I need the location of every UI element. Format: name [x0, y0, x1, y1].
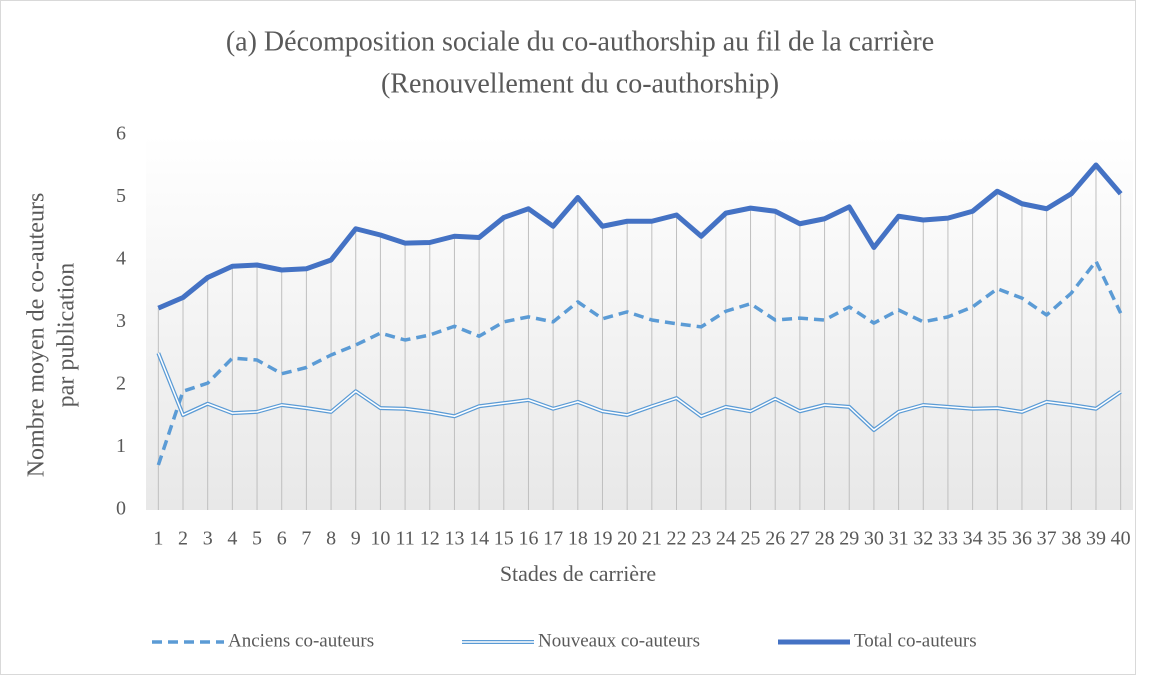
x-tick-label: 6	[277, 528, 287, 550]
x-tick-label: 9	[351, 528, 361, 550]
y-axis-label: par publication	[54, 263, 80, 408]
x-tick-label: 5	[252, 528, 262, 550]
legend-label: Total co-auteurs	[854, 630, 977, 651]
chart-subtitle: (Renouvellement du co-authorship)	[381, 68, 779, 99]
x-tick-label: 27	[790, 528, 810, 550]
x-tick-label: 38	[1061, 528, 1081, 550]
series-line	[156, 259, 1123, 466]
legend-label: Nouveaux co-auteurs	[538, 630, 700, 651]
y-tick-label: 2	[116, 373, 126, 395]
x-tick-label: 13	[444, 528, 464, 550]
series-line-inner	[157, 352, 1122, 431]
y-tick-label: 1	[116, 435, 126, 457]
x-tick-label: 31	[889, 528, 909, 550]
legend-label: Anciens co-auteurs	[228, 630, 374, 651]
x-tick-label: 34	[963, 528, 983, 550]
x-tick-label: 35	[987, 528, 1007, 550]
x-tick-label: 39	[1086, 528, 1106, 550]
x-tick-label: 28	[815, 528, 835, 550]
chart-title: (a) Décomposition sociale du co-authorsh…	[226, 26, 934, 57]
x-tick-label: 25	[741, 528, 761, 550]
x-tick-label: 14	[469, 528, 489, 550]
x-tick-label: 20	[617, 528, 637, 550]
x-tick-label: 33	[938, 528, 958, 550]
x-tick-label: 37	[1037, 528, 1057, 550]
x-tick-label: 26	[765, 528, 785, 550]
x-tick-label: 19	[592, 528, 612, 550]
x-tick-label: 32	[913, 528, 933, 550]
x-tick-label: 4	[227, 528, 237, 550]
x-tick-label: 11	[395, 528, 414, 550]
x-tick-label: 18	[568, 528, 588, 550]
x-tick-label: 23	[691, 528, 711, 550]
x-tick-label: 12	[420, 528, 440, 550]
y-axis-label: Nombre moyen de co-auteurs	[24, 193, 50, 478]
x-axis-label: Stades de carrière	[500, 561, 656, 586]
x-tick-label: 29	[839, 528, 859, 550]
y-tick-label: 3	[116, 310, 126, 332]
y-tick-label: 5	[116, 185, 126, 207]
x-tick-label: 24	[716, 528, 736, 550]
x-tick-label: 8	[326, 528, 336, 550]
x-tick-label: 17	[543, 528, 563, 550]
x-tick-label: 3	[203, 528, 213, 550]
series-line	[157, 162, 1123, 311]
x-tick-label: 30	[864, 528, 884, 550]
y-tick-label: 0	[116, 498, 126, 520]
x-tick-label: 16	[518, 528, 538, 550]
x-tick-label: 40	[1111, 528, 1131, 550]
x-tick-label: 15	[494, 528, 514, 550]
y-tick-label: 4	[116, 248, 126, 270]
x-tick-label: 7	[301, 528, 311, 550]
x-tick-label: 2	[178, 528, 188, 550]
x-tick-label: 1	[153, 528, 163, 550]
y-tick-label: 6	[116, 123, 126, 145]
x-tick-label: 36	[1012, 528, 1032, 550]
x-tick-label: 21	[642, 528, 662, 550]
x-tick-label: 10	[370, 528, 390, 550]
x-tick-label: 22	[667, 528, 687, 550]
plot-background	[146, 135, 1133, 510]
